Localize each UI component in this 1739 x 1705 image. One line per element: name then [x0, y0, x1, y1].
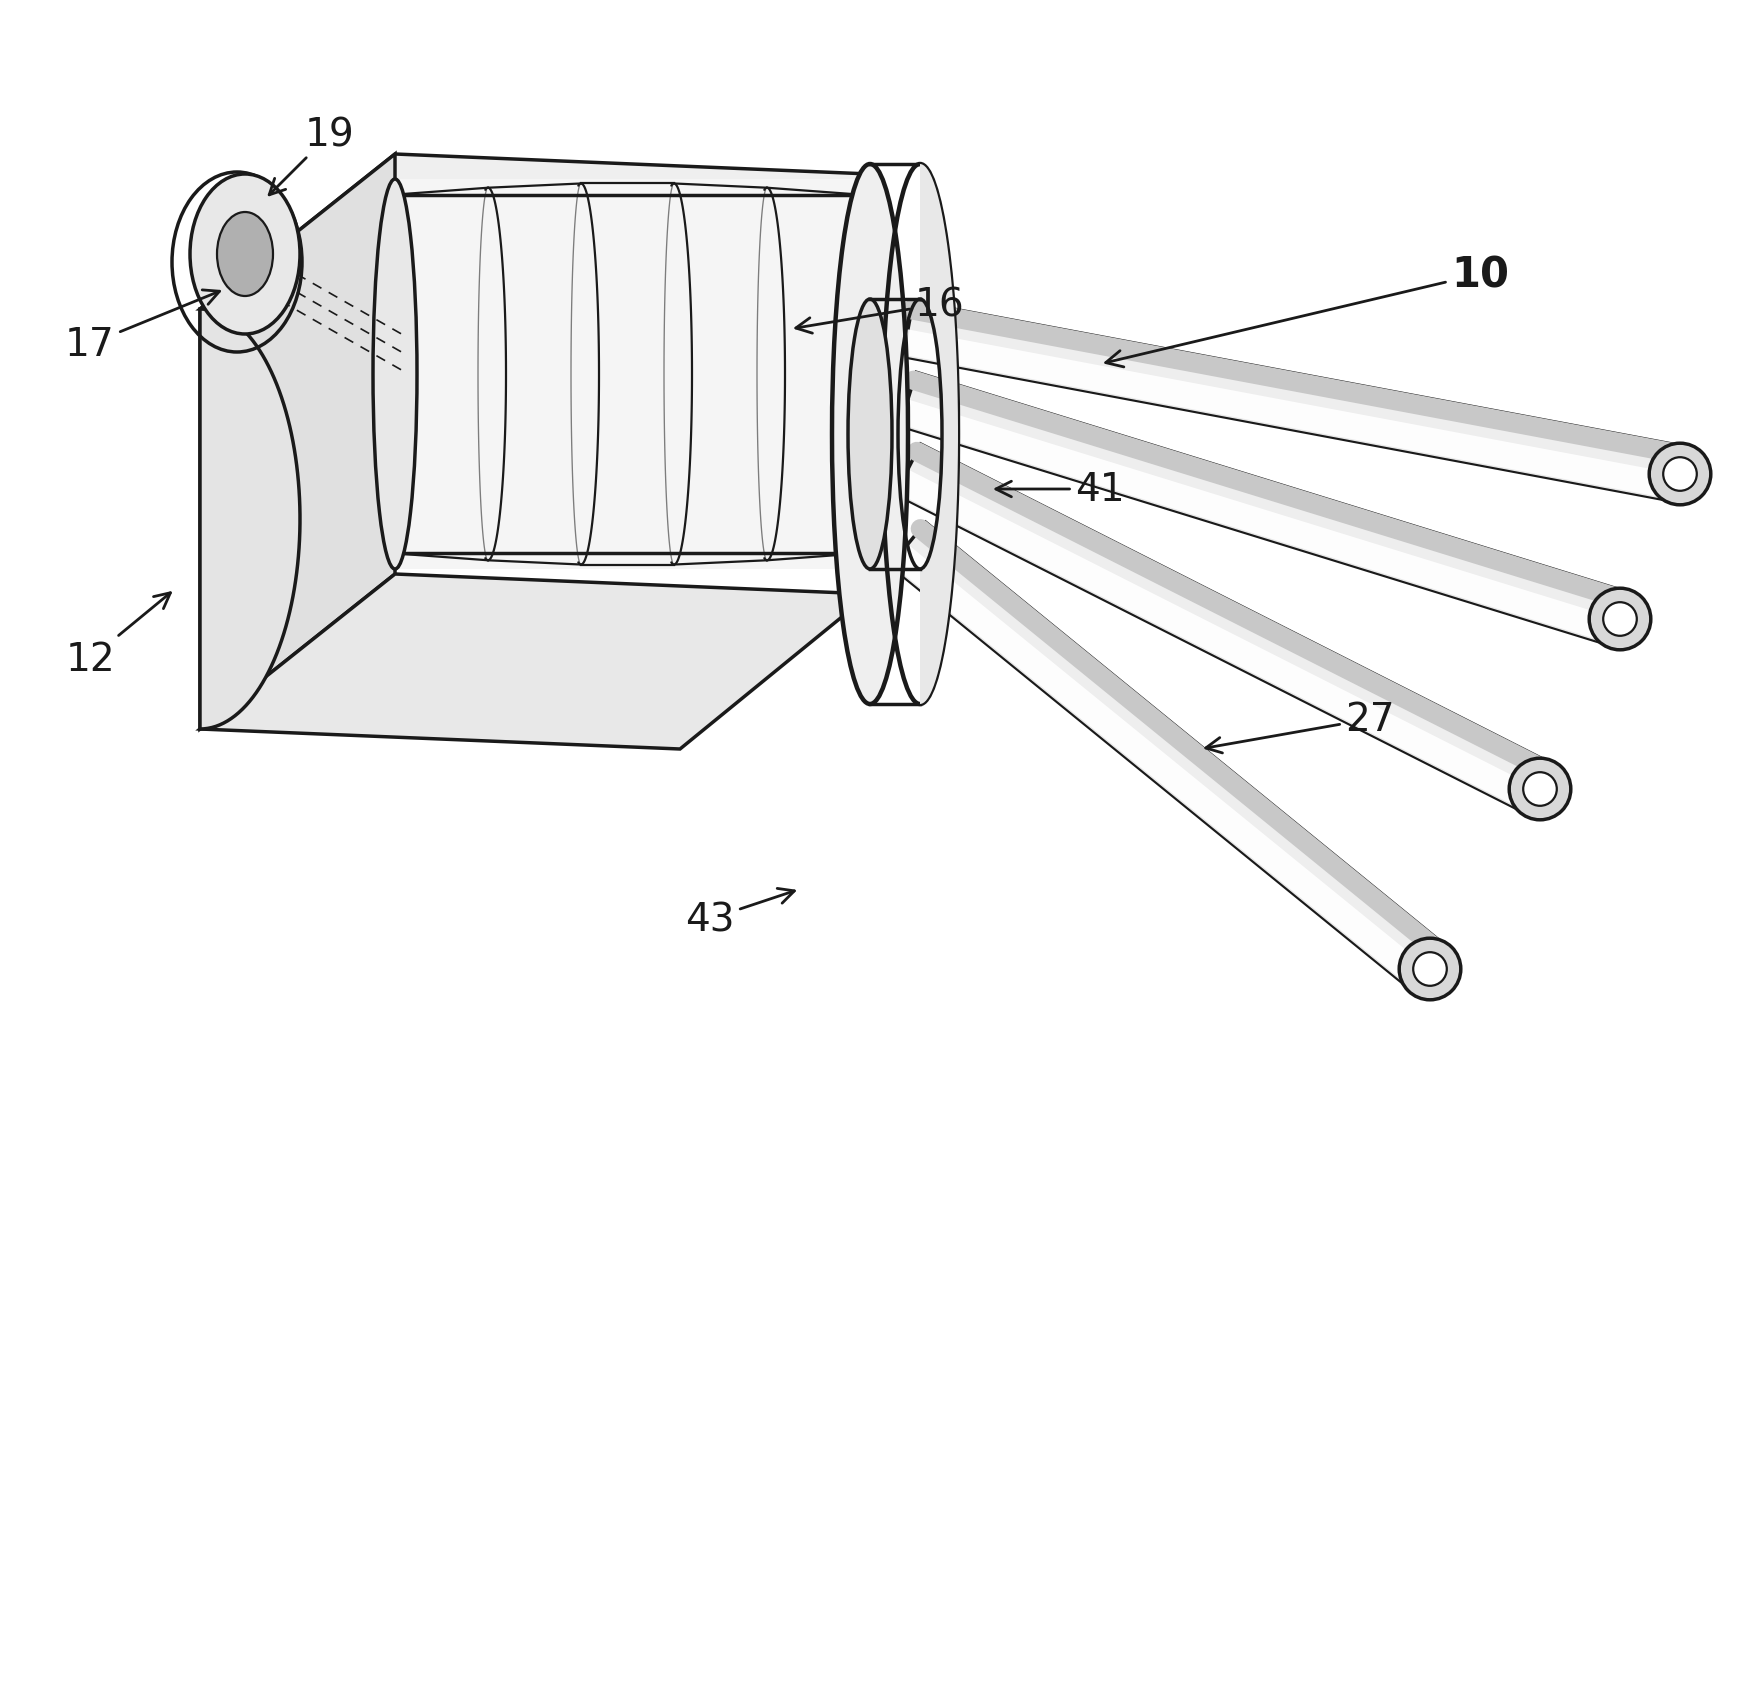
Polygon shape: [395, 181, 861, 569]
Polygon shape: [200, 155, 395, 730]
Text: 43: 43: [685, 888, 795, 938]
Polygon shape: [903, 302, 1685, 503]
Ellipse shape: [1414, 953, 1447, 985]
Ellipse shape: [1662, 459, 1697, 491]
Polygon shape: [890, 523, 1447, 991]
Ellipse shape: [1649, 443, 1711, 505]
Polygon shape: [200, 310, 301, 730]
Polygon shape: [200, 575, 870, 750]
Polygon shape: [200, 155, 870, 329]
Ellipse shape: [1400, 939, 1461, 1001]
Ellipse shape: [1603, 604, 1636, 636]
Ellipse shape: [831, 165, 908, 704]
Polygon shape: [920, 165, 958, 704]
Text: 41: 41: [996, 471, 1125, 508]
Ellipse shape: [1589, 588, 1650, 650]
Text: 10: 10: [1106, 254, 1509, 368]
Text: 17: 17: [64, 292, 219, 363]
Polygon shape: [896, 445, 1553, 815]
Text: 12: 12: [64, 593, 170, 679]
Ellipse shape: [849, 300, 892, 569]
Ellipse shape: [372, 181, 417, 569]
Text: 16: 16: [796, 286, 965, 334]
Text: 19: 19: [270, 116, 355, 196]
Ellipse shape: [190, 176, 301, 334]
Text: 27: 27: [1205, 701, 1395, 754]
Polygon shape: [899, 373, 1628, 646]
Ellipse shape: [1523, 772, 1556, 806]
Ellipse shape: [1509, 759, 1570, 820]
Ellipse shape: [217, 213, 273, 297]
